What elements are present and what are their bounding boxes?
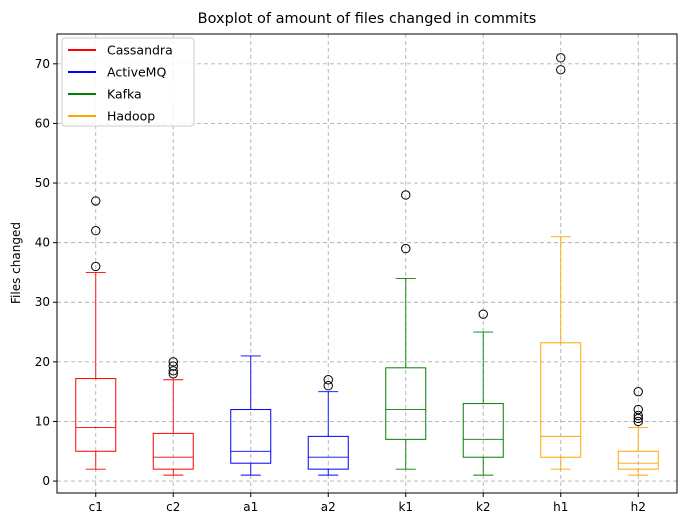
x-tick-label: a2: [321, 500, 336, 514]
outlier-point: [556, 65, 566, 75]
box-iqr: [152, 432, 194, 470]
x-tick-label: k1: [398, 500, 413, 514]
box-k2: [462, 309, 504, 476]
x-tick-label: h1: [553, 500, 568, 514]
outlier-point: [168, 369, 178, 379]
y-tick-label: 70: [35, 57, 50, 71]
grid: [57, 34, 677, 493]
box-c1: [75, 196, 117, 470]
y-tick-label: 40: [35, 236, 50, 250]
outlier-point: [168, 361, 178, 371]
outlier-point: [633, 386, 643, 397]
x-tick-label: h2: [631, 500, 646, 514]
y-tick-label: 20: [35, 355, 50, 369]
chart-title: Boxplot of amount of files changed in co…: [198, 11, 537, 27]
outlier-point: [91, 261, 101, 272]
x-tick-label: c1: [89, 500, 103, 514]
outlier-point: [478, 309, 488, 319]
box-iqr: [540, 342, 582, 458]
legend-box: [61, 37, 195, 127]
y-tick-label: 50: [35, 176, 50, 190]
legend-label: Hadoop: [107, 109, 155, 124]
x-tick-label: a1: [243, 500, 258, 514]
boxes: [75, 53, 659, 476]
box-a2: [307, 375, 349, 476]
y-tick-label: 30: [35, 295, 50, 309]
outlier-point: [91, 226, 101, 236]
x-tick-label: c2: [166, 500, 180, 514]
y-tick-label: 0: [42, 474, 50, 488]
legend-label: ActiveMQ: [107, 65, 166, 80]
outlier-point: [633, 410, 643, 421]
box-c2: [152, 357, 194, 476]
outlier-point: [91, 196, 101, 206]
y-tick-label: 10: [35, 414, 50, 428]
box-iqr: [307, 435, 349, 470]
outlier-point: [401, 243, 411, 254]
legend-item-hadoop: Hadoop: [68, 109, 155, 124]
outlier-point: [633, 404, 643, 415]
outlier-point: [401, 190, 411, 200]
axes: 0 10 20 30 40 50 60 70 c1 c2 a1 a2 k1 k2 h1 h2: [35, 57, 646, 514]
outlier-point: [323, 375, 333, 385]
legend-label: Kafka: [107, 87, 142, 102]
box-iqr: [617, 450, 659, 470]
legend-item-kafka: Kafka: [68, 87, 142, 102]
legend-label: Cassandra: [107, 43, 173, 58]
box-iqr: [75, 378, 117, 452]
outlier-point: [633, 416, 643, 427]
outlier-point: [556, 53, 566, 63]
box-a1: [230, 355, 272, 476]
outlier-point: [168, 366, 178, 376]
x-tick-label: k2: [476, 500, 491, 514]
box-h2: [617, 386, 659, 476]
legend-item-cassandra: Cassandra: [68, 43, 173, 58]
outlier-point: [168, 357, 178, 367]
outlier-point: [633, 413, 643, 424]
y-axis-label: Files changed: [9, 222, 23, 304]
box-iqr: [385, 367, 427, 440]
box-iqr: [462, 403, 504, 458]
legend-item-activemq: ActiveMQ: [68, 65, 166, 80]
y-tick-label: 60: [35, 116, 50, 130]
box-h1: [540, 53, 582, 470]
plot-frame: [56, 33, 678, 494]
outlier-point: [323, 381, 333, 391]
legend: Cassandra ActiveMQ Kafka Hadoop: [61, 37, 195, 127]
box-iqr: [230, 409, 272, 464]
box-k1: [385, 190, 427, 470]
